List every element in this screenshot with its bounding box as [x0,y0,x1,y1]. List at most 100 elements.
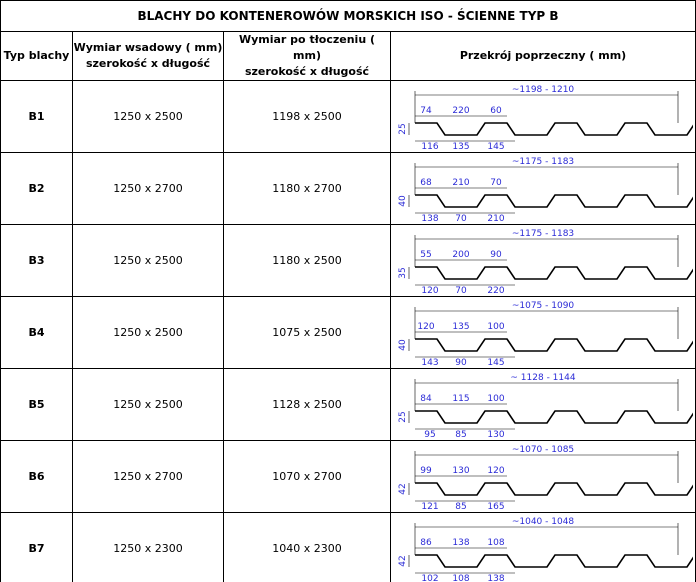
cross-section-cell: ~1075 - 1090 40 120 135 100 143 90 145 [389,296,696,369]
top-dim: 135 [452,322,469,332]
top-dim: 200 [452,250,469,260]
profile-line [415,481,694,496]
top-dim: 90 [490,250,502,260]
top-dim: 100 [487,322,504,332]
bottom-dim: 70 [455,286,467,295]
output-size: 1040 x 2300 [223,512,391,582]
bottom-dim: 145 [487,358,504,367]
header-cell: Wymiar po tłoczeniu ( mm) szerokość x dłu… [223,31,391,81]
total-width: ~1198 - 1210 [512,85,575,95]
header-row: Typ blachy Wymiar wsadowy ( mm) szerokość … [0,31,696,81]
table-row: B4 1250 x 2500 1075 x 2500 ~1075 - 1090 40 12… [0,296,696,369]
output-size: 1070 x 2700 [223,440,391,513]
table-row: B7 1250 x 2300 1040 x 2300 ~1040 - 1048 42 86… [0,512,696,582]
bottom-dim: 210 [487,214,504,223]
cross-section-cell: ~1040 - 1048 42 86 138 108 102 108 138 [389,512,696,582]
top-dim: 100 [487,394,504,404]
cross-section-cell: ~1175 - 1183 40 68 210 70 138 70 210 [389,152,696,225]
header-line: Przekrój poprzeczny ( mm) [459,49,627,62]
top-dim: 138 [452,538,469,548]
input-size: 1250 x 2300 [72,512,224,582]
table-row: B6 1250 x 2700 1070 x 2700 ~1070 - 1085 42 99… [0,440,696,513]
cross-section: ~1070 - 1085 42 99 130 120 121 85 165 [398,445,694,511]
bottom-dim: 165 [487,502,504,511]
input-size: 1250 x 2500 [72,80,224,153]
top-dim: 108 [487,538,504,548]
bottom-dim: 138 [421,214,438,223]
table-row: B1 1250 x 2500 1198 x 2500 ~1198 - 1210 25 74… [0,80,696,153]
sheet-type: B2 [0,152,73,225]
input-size: 1250 x 2500 [72,368,224,441]
bottom-dim: 95 [424,430,435,439]
height-dim: 42 [398,555,408,566]
header-cell: Przekrój poprzeczny ( mm) [389,31,696,81]
height-dim: 25 [398,123,408,134]
cross-section: ~1075 - 1090 40 120 135 100 143 90 145 [398,301,694,367]
height-dim: 35 [398,267,408,278]
top-dim: 70 [490,178,502,188]
top-dim: 130 [452,466,469,476]
output-size: 1198 x 2500 [223,80,391,153]
sheet-type: B7 [0,512,73,582]
table-title: BLACHY DO KONTENEROWÓW MORSKICH ISO - ŚC… [0,0,696,32]
input-size: 1250 x 2700 [72,440,224,513]
header-line: szerokość x długość [85,57,211,70]
cross-section: ~1175 - 1183 40 68 210 70 138 70 210 [398,157,694,223]
table-body: B1 1250 x 2500 1198 x 2500 ~1198 - 1210 25 74… [0,80,696,582]
bottom-dim: 108 [452,574,469,582]
bottom-dim: 70 [455,214,467,223]
top-dim: 74 [420,106,432,116]
table-row: B3 1250 x 2500 1180 x 2500 ~1175 - 1183 35 55… [0,224,696,297]
output-size: 1075 x 2500 [223,296,391,369]
bottom-dim: 116 [421,142,438,151]
height-dim: 40 [398,195,408,207]
bottom-dim: 85 [455,502,466,511]
height-dim: 42 [398,483,408,494]
cross-section-cell: ~ 1128 - 1144 25 84 115 100 95 85 130 [389,368,696,441]
top-dim: 86 [420,538,432,548]
top-dim: 210 [452,178,469,188]
output-size: 1180 x 2500 [223,224,391,297]
header-cell: Typ blachy [0,31,73,81]
cross-section-cell: ~1198 - 1210 25 74 220 60 116 135 145 [389,80,696,153]
cross-section: ~1198 - 1210 25 74 220 60 116 135 145 [398,85,694,151]
top-dim: 220 [452,106,469,116]
total-width: ~ 1128 - 1144 [510,373,575,383]
top-dim: 115 [452,394,469,404]
bottom-dim: 90 [455,358,467,367]
bottom-dim: 120 [421,286,438,295]
profile-line [415,265,694,280]
input-size: 1250 x 2500 [72,296,224,369]
header-line: Wymiar wsadowy ( mm) [73,41,223,54]
bottom-dim: 138 [487,574,504,582]
top-dim: 60 [490,106,502,116]
profile-line [415,193,694,208]
header-line: szerokość x długość [244,65,370,78]
top-dim: 120 [417,322,434,332]
cross-section: ~1040 - 1048 42 86 138 108 102 108 138 [398,517,694,582]
bottom-dim: 85 [455,430,466,439]
bottom-dim: 135 [452,142,469,151]
bottom-dim: 130 [487,430,504,439]
cross-section: ~ 1128 - 1144 25 84 115 100 95 85 130 [398,373,694,439]
height-dim: 25 [398,411,408,422]
sheet-type: B4 [0,296,73,369]
height-dim: 40 [398,339,408,351]
sheet-type: B5 [0,368,73,441]
sheet-type: B6 [0,440,73,513]
profile-line [415,409,694,424]
top-dim: 55 [420,250,431,260]
bottom-dim: 121 [421,502,438,511]
header-line: Wymiar po tłoczeniu ( mm) [238,33,376,62]
input-size: 1250 x 2700 [72,152,224,225]
profile-line [415,553,694,568]
total-width: ~1040 - 1048 [512,517,575,527]
sheet-type: B1 [0,80,73,153]
output-size: 1180 x 2700 [223,152,391,225]
sheet-type: B3 [0,224,73,297]
bottom-dim: 143 [421,358,438,367]
input-size: 1250 x 2500 [72,224,224,297]
header-line: Typ blachy [3,49,70,62]
bottom-dim: 102 [421,574,438,582]
